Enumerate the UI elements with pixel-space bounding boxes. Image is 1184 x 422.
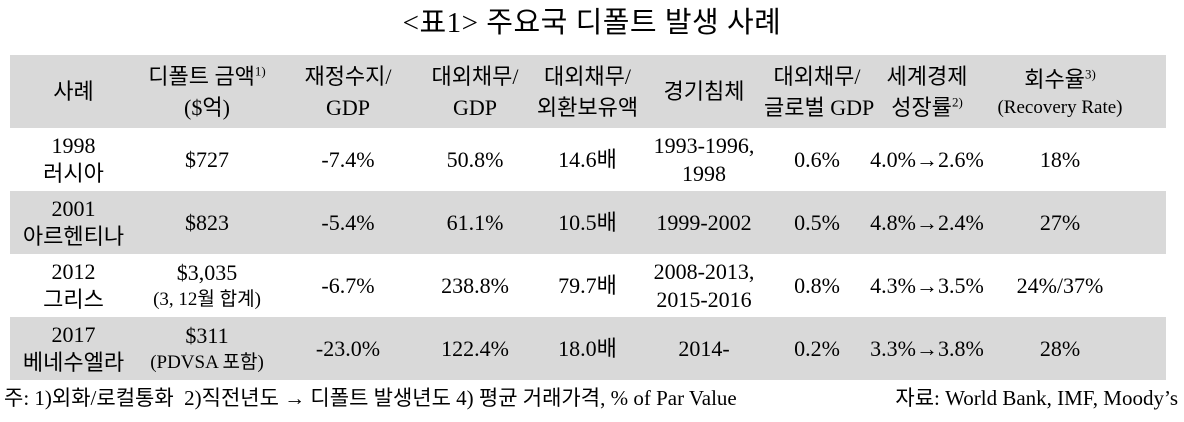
cell-extdebt-gdp: 238.8% [441, 272, 509, 298]
cell-case: 1998 러시아 [10, 128, 137, 191]
col-header-extdebt-gdp: 대외채무/ GDP [419, 55, 531, 128]
cell-recovery-rate: 27% [1039, 209, 1081, 235]
cell-extdebt-fx-reserves: 14.6배 [558, 146, 617, 172]
case-year: 2012 [51, 258, 96, 284]
amount-value: $3,035 [176, 260, 238, 285]
header-line: GDP [325, 94, 370, 120]
cell-recovery-rate: 18% [1039, 146, 1081, 172]
table-row-russia-1998: 1998 러시아 $727 -7.4% 50.8% 14.6배 1993-199… [10, 128, 1166, 191]
cell-fiscal-balance: -7.4% [321, 146, 375, 172]
amount-value: $311 [185, 323, 229, 348]
cell-default-amount: $311 (PDVSA 포함) [137, 317, 277, 380]
col-header-default-amount: 디폴트 금액1) ($억) [137, 55, 277, 128]
header-text: 성장률 [891, 94, 952, 120]
cell-recovery-rate: 24%/37% [1016, 272, 1104, 298]
cell-extdebt-fx-reserves: 18.0배 [558, 335, 617, 361]
table-footer: 주: 1)외화/로컬통화 2)직전년도 → 디폴트 발생년도 4) 평균 거래가… [4, 384, 1178, 412]
header-line: 회수율3) [984, 64, 1136, 95]
header-line: (Recovery Rate) [997, 96, 1123, 118]
col-header-extdebt-fx-reserves: 대외채무/ 외환보유액 [531, 55, 644, 128]
header-line: GDP [452, 94, 497, 120]
header-line: 사례 [53, 79, 94, 104]
case-year: 2001 [51, 195, 96, 221]
header-line: 성장률2) [870, 92, 984, 123]
col-header-extdebt-global-gdp: 대외채무/ 글로벌 GDP [764, 55, 875, 128]
header-line: ($억) [184, 94, 230, 120]
recession-line: 2014- [678, 335, 730, 361]
header-line: 경기침체 [663, 79, 745, 104]
col-header-world-growth: 세계경제 성장률2) [870, 55, 984, 128]
header-line: 재정수지/ [304, 63, 392, 89]
cell-recession: 2008-2013, 2015-2016 [644, 254, 764, 317]
cell-fiscal-balance: -5.4% [321, 209, 375, 235]
recession-line: 1999-2002 [656, 209, 752, 235]
header-line: 대외채무/ [773, 63, 861, 89]
footnote-marker-3: 3) [1084, 66, 1096, 82]
table-row-argentina-2001: 2001 아르헨티나 $823 -5.4% 61.1% 10.5배 1999-2… [10, 191, 1166, 254]
cell-case: 2001 아르헨티나 [10, 191, 137, 254]
default-cases-table: 사례 디폴트 금액1) ($억) 재정수지/ GDP 대외채무/ GDP 대외채… [10, 55, 1166, 380]
footnote: 주: 1)외화/로컬통화 2)직전년도 → 디폴트 발생년도 4) 평균 거래가… [4, 386, 737, 410]
amount-note: (3, 12월 합계) [153, 289, 261, 310]
table-row-greece-2012: 2012 그리스 $3,035 (3, 12월 합계) -6.7% 238.8%… [10, 254, 1166, 317]
case-country: 베네수엘라 [22, 349, 125, 375]
header-line: 외환보유액 [536, 94, 639, 120]
cell-default-amount: $727 [137, 128, 277, 191]
cell-extdebt-global-gdp: 0.5% [794, 209, 840, 235]
amount-note: (PDVSA 포함) [150, 352, 264, 373]
cell-world-growth: 4.8%→2.4% [870, 209, 984, 235]
case-year: 1998 [51, 132, 96, 158]
cell-world-growth: 3.3%→3.8% [870, 335, 984, 361]
cell-default-amount: $3,035 (3, 12월 합계) [137, 254, 277, 317]
recession-line: 1998 [682, 160, 726, 186]
cell-extdebt-global-gdp: 0.6% [794, 146, 840, 172]
col-header-fiscal-balance: 재정수지/ GDP [277, 55, 419, 128]
case-year: 2017 [51, 321, 96, 347]
cell-case: 2017 베네수엘라 [10, 317, 137, 380]
cell-recession: 1993-1996, 1998 [644, 128, 764, 191]
cell-world-growth: 4.0%→2.6% [870, 146, 984, 172]
amount-value: $823 [185, 209, 229, 235]
cell-extdebt-gdp: 122.4% [441, 335, 509, 361]
header-text: 디폴트 금액 [148, 63, 255, 89]
cell-recovery-rate: 28% [1039, 335, 1081, 361]
table-title: <표1> 주요국 디폴트 발생 사례 [402, 7, 782, 39]
cell-world-growth: 4.3%→3.5% [870, 272, 984, 298]
cell-extdebt-fx-reserves: 10.5배 [558, 209, 617, 235]
header-line: 글로벌 GDP [764, 94, 875, 120]
cell-extdebt-global-gdp: 0.2% [794, 335, 840, 361]
case-country: 러시아 [43, 160, 104, 186]
cell-recession: 2014- [644, 317, 764, 380]
cell-fiscal-balance: -6.7% [321, 272, 375, 298]
cell-extdebt-gdp: 61.1% [446, 209, 504, 235]
recession-line: 2015-2016 [656, 286, 752, 312]
col-header-recovery-rate: 회수율3) (Recovery Rate) [984, 55, 1166, 128]
col-header-recession: 경기침체 [644, 55, 764, 128]
recession-line: 2008-2013, [653, 258, 755, 284]
cell-extdebt-gdp: 50.8% [446, 146, 504, 172]
footnote-marker-2: 2) [951, 94, 963, 110]
footnote-marker-1: 1) [254, 63, 266, 79]
header-line: 세계경제 [886, 63, 968, 89]
header-line: 디폴트 금액1) [137, 61, 277, 92]
table-header-row: 사례 디폴트 금액1) ($억) 재정수지/ GDP 대외채무/ GDP 대외채… [10, 55, 1166, 128]
header-text: 회수율 [1024, 66, 1085, 92]
case-country: 그리스 [43, 286, 104, 312]
cell-extdebt-fx-reserves: 79.7배 [558, 272, 617, 298]
col-header-case: 사례 [10, 55, 137, 128]
source-note: 자료: World Bank, IMF, Moody’s [895, 386, 1178, 410]
cell-extdebt-global-gdp: 0.8% [794, 272, 840, 298]
case-country: 아르헨티나 [22, 223, 125, 249]
cell-case: 2012 그리스 [10, 254, 137, 317]
recession-line: 1993-1996, [653, 132, 755, 158]
header-line: 대외채무/ [431, 63, 519, 89]
cell-fiscal-balance: -23.0% [315, 335, 381, 361]
cell-recession: 1999-2002 [644, 191, 764, 254]
table-row-venezuela-2017: 2017 베네수엘라 $311 (PDVSA 포함) -23.0% 122.4%… [10, 317, 1166, 380]
amount-value: $727 [185, 146, 229, 172]
cell-default-amount: $823 [137, 191, 277, 254]
header-line: 대외채무/ [543, 63, 632, 89]
